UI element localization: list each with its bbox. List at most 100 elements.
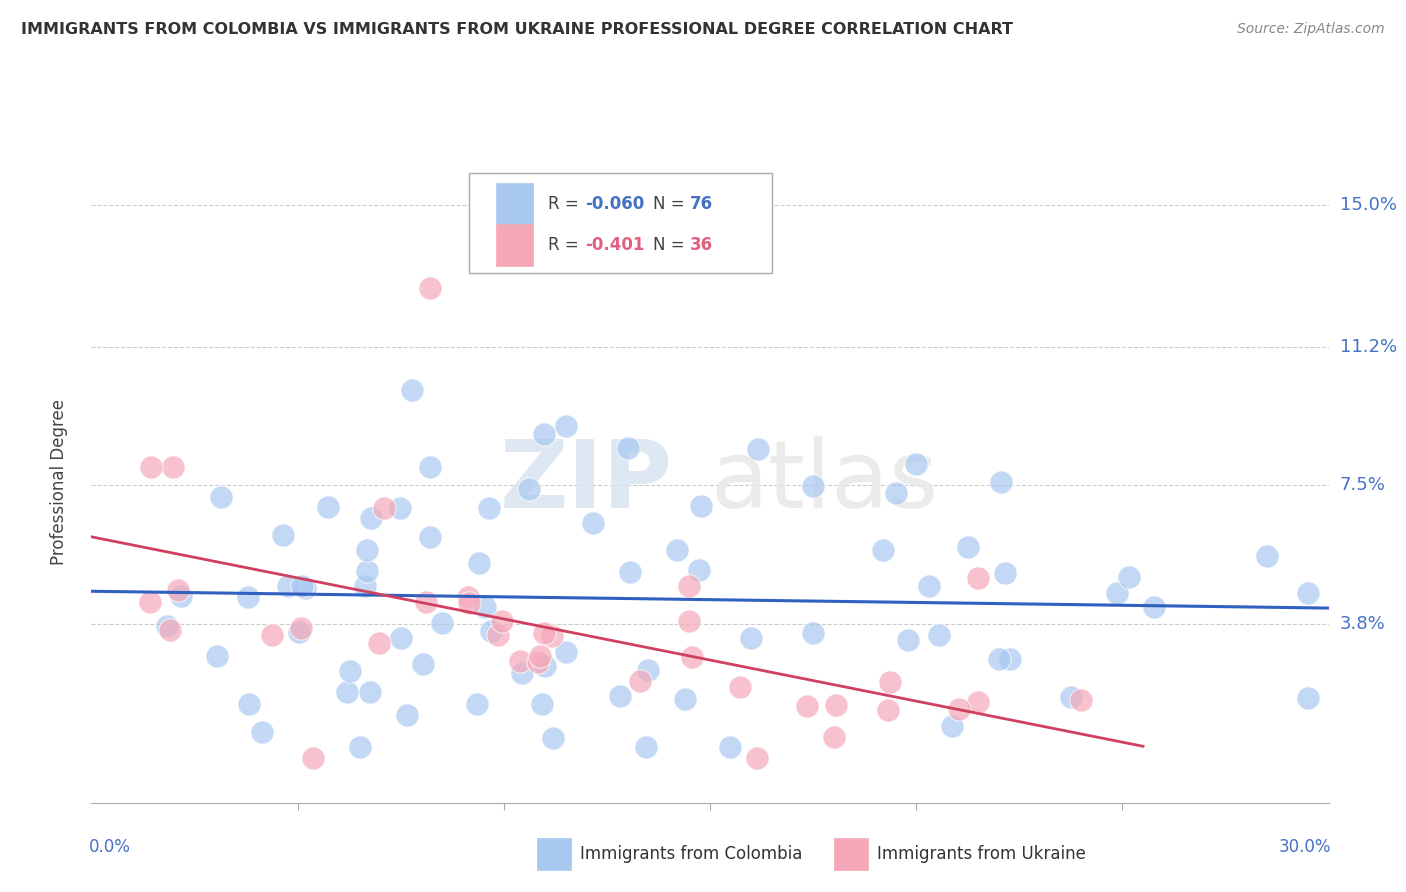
Bar bbox=[834, 838, 869, 871]
Point bbox=[1107, 586, 1129, 600]
Point bbox=[728, 680, 751, 694]
Point bbox=[998, 652, 1021, 666]
Point bbox=[582, 516, 605, 531]
Point bbox=[457, 596, 479, 610]
Bar bbox=[537, 838, 571, 871]
Point bbox=[637, 663, 659, 677]
Point bbox=[1296, 691, 1319, 706]
Point bbox=[990, 475, 1012, 489]
Point bbox=[918, 579, 941, 593]
Point bbox=[479, 624, 502, 638]
Point bbox=[876, 702, 898, 716]
Point bbox=[367, 636, 389, 650]
Point bbox=[665, 542, 688, 557]
Point bbox=[801, 479, 824, 493]
Point bbox=[994, 566, 1017, 580]
Text: 3.8%: 3.8% bbox=[1340, 615, 1385, 632]
Point bbox=[823, 730, 845, 744]
Point bbox=[628, 674, 651, 689]
Point bbox=[718, 739, 741, 754]
Point bbox=[543, 731, 565, 745]
Point bbox=[467, 556, 489, 570]
Point bbox=[419, 460, 441, 475]
Point bbox=[291, 580, 314, 594]
Point bbox=[533, 427, 555, 442]
Text: R =: R = bbox=[548, 195, 583, 213]
Point bbox=[356, 564, 378, 578]
Point bbox=[517, 482, 540, 496]
Point bbox=[335, 685, 357, 699]
Text: Immigrants from Ukraine: Immigrants from Ukraine bbox=[877, 846, 1085, 863]
Point bbox=[250, 725, 273, 739]
Point bbox=[1060, 690, 1083, 704]
Text: -0.401: -0.401 bbox=[585, 235, 644, 254]
Point bbox=[360, 510, 382, 524]
Point bbox=[162, 460, 184, 475]
Point bbox=[796, 699, 818, 714]
Point bbox=[534, 658, 557, 673]
Point bbox=[170, 589, 193, 603]
Text: 36: 36 bbox=[690, 235, 713, 254]
Text: R =: R = bbox=[548, 235, 583, 254]
Point bbox=[531, 697, 554, 711]
Text: 11.2%: 11.2% bbox=[1340, 338, 1398, 356]
Point bbox=[824, 698, 846, 712]
Text: Source: ZipAtlas.com: Source: ZipAtlas.com bbox=[1237, 22, 1385, 37]
Point bbox=[905, 457, 928, 471]
Point bbox=[373, 501, 395, 516]
Point bbox=[159, 624, 181, 638]
Point bbox=[747, 751, 769, 765]
Point bbox=[401, 383, 423, 397]
Point bbox=[415, 595, 437, 609]
Point bbox=[209, 490, 232, 504]
Text: IMMIGRANTS FROM COLOMBIA VS IMMIGRANTS FROM UKRAINE PROFESSIONAL DEGREE CORRELAT: IMMIGRANTS FROM COLOMBIA VS IMMIGRANTS F… bbox=[21, 22, 1014, 37]
Point bbox=[619, 565, 641, 579]
Point bbox=[166, 583, 188, 598]
Point bbox=[412, 657, 434, 671]
Point bbox=[491, 614, 513, 628]
Point bbox=[884, 486, 907, 500]
Point bbox=[526, 655, 548, 669]
Text: ZIP: ZIP bbox=[501, 435, 673, 528]
Point bbox=[138, 594, 160, 608]
Point bbox=[616, 441, 638, 455]
Point bbox=[879, 674, 901, 689]
Bar bbox=[496, 224, 533, 266]
Point bbox=[554, 418, 576, 433]
Point bbox=[156, 619, 179, 633]
Point bbox=[457, 590, 479, 604]
Point bbox=[554, 645, 576, 659]
Point bbox=[1118, 570, 1140, 584]
Point bbox=[238, 698, 260, 712]
Point bbox=[467, 697, 489, 711]
Point bbox=[290, 621, 312, 635]
Point bbox=[396, 708, 419, 723]
Point bbox=[967, 695, 990, 709]
Point bbox=[478, 500, 501, 515]
Point bbox=[678, 579, 700, 593]
Point bbox=[205, 649, 228, 664]
Point bbox=[139, 459, 162, 474]
Point bbox=[803, 626, 825, 640]
Point bbox=[287, 625, 309, 640]
Point bbox=[510, 666, 533, 681]
Point bbox=[474, 599, 496, 614]
Point bbox=[277, 579, 299, 593]
Point bbox=[897, 632, 920, 647]
Text: -0.060: -0.060 bbox=[585, 195, 644, 213]
Text: 15.0%: 15.0% bbox=[1340, 196, 1396, 214]
Point bbox=[271, 527, 294, 541]
Point bbox=[354, 579, 377, 593]
Point bbox=[987, 652, 1010, 666]
Point bbox=[1296, 586, 1319, 600]
Point bbox=[967, 571, 990, 585]
Point bbox=[609, 690, 631, 704]
Point bbox=[872, 543, 894, 558]
Point bbox=[541, 629, 564, 643]
Point bbox=[388, 500, 411, 515]
Point bbox=[1070, 693, 1092, 707]
Point bbox=[956, 540, 979, 554]
Text: atlas: atlas bbox=[710, 435, 938, 528]
Point bbox=[533, 625, 555, 640]
Point bbox=[673, 691, 696, 706]
